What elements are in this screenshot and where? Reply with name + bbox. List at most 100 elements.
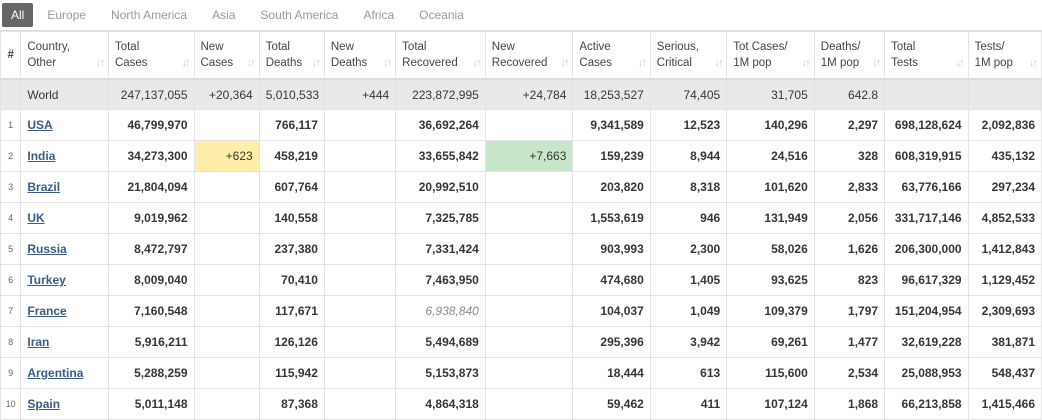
new-cases-cell: +623 <box>193 140 260 172</box>
header-label-line2: 1M pop <box>820 57 860 69</box>
total-tests-cell: 66,213,858 <box>884 388 969 420</box>
total-recovered-cell: 36,692,264 <box>395 109 486 141</box>
header-label-line2: Recovered <box>491 57 548 69</box>
serious-critical-cell: 613 <box>649 357 728 389</box>
serious-critical-cell: 946 <box>649 202 728 234</box>
row-number-header: # <box>0 31 22 80</box>
serious-critical-cell: 1,049 <box>649 295 728 327</box>
cases-per-million-cell: 140,296 <box>726 109 815 141</box>
country-link[interactable]: France <box>27 304 67 318</box>
country-cell: India <box>20 140 109 172</box>
cases-per-million-cell: 107,124 <box>726 388 815 420</box>
header-label-line1: New <box>330 41 354 53</box>
new-cases-cell <box>193 295 260 327</box>
new-deaths-cell <box>323 388 397 420</box>
sort-icon[interactable]: ↓↑ <box>95 57 105 69</box>
deaths-per-million-cell: 2,297 <box>813 109 886 141</box>
active-cases-cell: 1,553,619 <box>572 202 651 234</box>
active-cases-header[interactable]: Active Cases ↓↑ <box>572 31 651 80</box>
country-link[interactable]: Turkey <box>27 273 66 287</box>
sort-icon[interactable]: ↓↑ <box>637 57 647 69</box>
tests-per-million-cell: 381,871 <box>967 326 1042 358</box>
tab-all[interactable]: All <box>2 3 34 27</box>
tab-europe[interactable]: Europe <box>47 8 87 22</box>
serious-critical-cell: 1,405 <box>649 264 728 296</box>
table-row: 3 Brazil 21,804,094 607,764 20,992,510 203,82… <box>0 171 1042 203</box>
serious-critical-header[interactable]: Serious, Critical ↓↑ <box>649 31 728 80</box>
total-recovered-header[interactable]: Total Recovered ↓↑ <box>395 31 486 80</box>
country-link[interactable]: USA <box>27 118 53 132</box>
row-number: 8 <box>0 326 22 358</box>
table-row: 6 Turkey 8,009,040 70,410 7,463,950 474,680 1,… <box>0 264 1042 296</box>
row-number: 2 <box>0 140 22 172</box>
country-cell: Brazil <box>20 171 109 203</box>
total-deaths-cell: 140,558 <box>258 202 325 234</box>
sort-icon[interactable]: ↓↑ <box>801 57 811 69</box>
header-label-line1: Deaths/ <box>820 41 861 53</box>
total-tests-header[interactable]: Total Tests ↓↑ <box>884 31 969 80</box>
sort-icon[interactable]: ↓↑ <box>472 57 482 69</box>
active-cases-cell: 903,993 <box>572 233 651 265</box>
tab-south-america[interactable]: South America <box>260 8 339 22</box>
region-tabs: All Europe North America Asia South Amer… <box>0 0 1042 31</box>
sort-icon[interactable]: ↓↑ <box>246 57 256 69</box>
country-cell: Russia <box>20 233 109 265</box>
tab-north-america[interactable]: North America <box>111 8 188 22</box>
cases-per-million-header[interactable]: Tot Cases/1M pop ↓↑ <box>726 31 815 80</box>
sort-icon[interactable]: ↓↑ <box>714 57 723 69</box>
tab-asia[interactable]: Asia <box>212 8 236 22</box>
cases-per-million-cell: 31,705 <box>726 78 815 110</box>
new-cases-header[interactable]: New Cases ↓↑ <box>193 31 260 80</box>
deaths-per-million-cell: 2,833 <box>813 171 886 203</box>
serious-critical-cell: 2,300 <box>649 233 728 265</box>
header-label-line2: Cases <box>200 57 234 69</box>
deaths-per-million-header[interactable]: Deaths/1M pop ↓↑ <box>813 31 886 80</box>
cases-per-million-cell: 115,600 <box>726 357 815 389</box>
tab-oceania[interactable]: Oceania <box>419 8 464 22</box>
new-cases-cell <box>193 357 260 389</box>
new-cases-cell <box>193 233 260 265</box>
total-deaths-header[interactable]: Total Deaths ↓↑ <box>258 31 325 80</box>
total-recovered-cell: 223,872,995 <box>395 78 486 110</box>
country-link[interactable]: Spain <box>27 397 61 411</box>
header-label-line1: New <box>200 41 224 53</box>
world-row: World 247,137,055 +20,364 5,010,533 +444 223,… <box>0 78 1042 110</box>
country-cell: Argentina <box>20 357 109 389</box>
total-tests-cell <box>884 78 969 110</box>
sort-icon[interactable]: ↓↑ <box>955 57 965 69</box>
country-header[interactable]: Country, Other ↓↑ <box>20 31 109 80</box>
tests-per-million-header[interactable]: Tests/1M pop ↓↑ <box>967 31 1042 80</box>
table-row: 7 France 7,160,548 117,671 6,938,840 104,037 1… <box>0 295 1042 327</box>
new-recovered-cell <box>484 202 574 234</box>
country-link[interactable]: Russia <box>27 242 67 256</box>
sort-icon[interactable]: ↓↑ <box>560 57 569 69</box>
total-tests-cell: 698,128,624 <box>884 109 969 141</box>
country-link[interactable]: India <box>27 149 56 163</box>
sort-icon[interactable]: ↓↑ <box>181 57 191 69</box>
tab-africa[interactable]: Africa <box>363 8 395 22</box>
total-deaths-cell: 87,368 <box>258 388 325 420</box>
cases-per-million-cell: 58,026 <box>726 233 815 265</box>
header-label-line2: Cases <box>579 57 612 69</box>
country-link[interactable]: Brazil <box>27 180 61 194</box>
sort-icon[interactable]: ↓↑ <box>383 57 392 69</box>
sort-icon[interactable]: ↓↑ <box>311 57 321 69</box>
country-link[interactable]: Iran <box>27 335 50 349</box>
new-deaths-header[interactable]: New Deaths ↓↑ <box>323 31 397 80</box>
deaths-per-million-cell: 328 <box>813 140 886 172</box>
header-label: # <box>7 49 14 61</box>
active-cases-cell: 104,037 <box>572 295 651 327</box>
country-link[interactable]: Argentina <box>27 366 84 380</box>
new-recovered-header[interactable]: New Recovered ↓↑ <box>484 31 574 80</box>
new-recovered-cell <box>484 357 574 389</box>
sort-icon[interactable]: ↓↑ <box>1029 57 1038 69</box>
deaths-per-million-cell: 2,534 <box>813 357 886 389</box>
header-label-line1: Total <box>402 41 427 53</box>
country-link[interactable]: UK <box>27 211 45 225</box>
total-tests-cell: 25,088,953 <box>884 357 969 389</box>
total-cases-header[interactable]: Total Cases ↓↑ <box>107 31 195 80</box>
active-cases-cell: 9,341,589 <box>572 109 651 141</box>
header-label-line2: Deaths <box>265 57 303 69</box>
sort-icon[interactable]: ↓↑ <box>872 57 881 69</box>
total-recovered-cell: 20,992,510 <box>395 171 486 203</box>
